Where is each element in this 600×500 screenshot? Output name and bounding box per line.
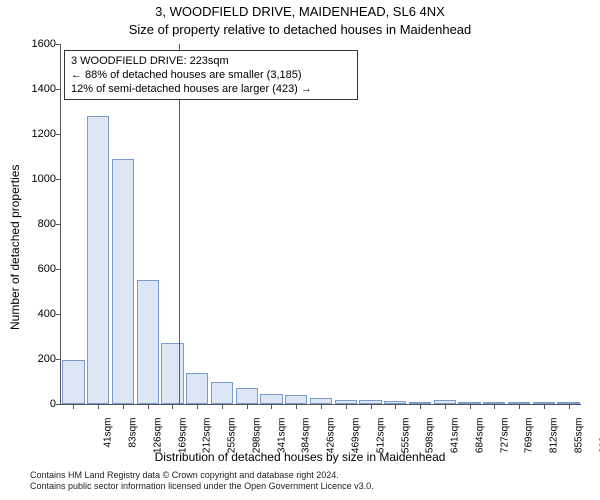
x-tick-label: 727sqm <box>499 418 510 458</box>
x-tick-label: 83sqm <box>128 418 139 458</box>
y-tick-label: 1400 <box>32 83 56 95</box>
footer-line-1: Contains HM Land Registry data © Crown c… <box>30 470 590 481</box>
annotation-box: 3 WOODFIELD DRIVE: 223sqm← 88% of detach… <box>64 50 358 100</box>
y-axis-label: Number of detached properties <box>8 165 22 330</box>
x-tick-label: 212sqm <box>202 418 213 458</box>
histogram-bar <box>161 343 183 404</box>
histogram-bar <box>112 159 134 404</box>
y-tick <box>56 224 61 225</box>
x-tick <box>197 404 198 409</box>
x-tick-label: 41sqm <box>103 418 114 458</box>
annotation-line: ← 88% of detached houses are smaller (3,… <box>71 68 351 82</box>
x-tick <box>494 404 495 409</box>
y-tick <box>56 269 61 270</box>
annotation-line: 3 WOODFIELD DRIVE: 223sqm <box>71 54 351 68</box>
y-tick <box>56 314 61 315</box>
y-tick <box>56 134 61 135</box>
x-tick-label: 384sqm <box>301 418 312 458</box>
y-tick <box>56 44 61 45</box>
y-tick <box>56 179 61 180</box>
x-tick-label: 598sqm <box>425 418 436 458</box>
x-tick <box>148 404 149 409</box>
footer-line-2: Contains public sector information licen… <box>30 481 590 492</box>
x-tick <box>73 404 74 409</box>
x-tick-label: 812sqm <box>549 418 560 458</box>
y-tick-label: 0 <box>50 398 56 410</box>
x-tick <box>271 404 272 409</box>
chart-title-description: Size of property relative to detached ho… <box>0 22 600 37</box>
histogram-bar <box>87 116 109 404</box>
x-tick-label: 512sqm <box>375 418 386 458</box>
x-tick <box>222 404 223 409</box>
x-tick <box>346 404 347 409</box>
y-tick-label: 600 <box>38 263 56 275</box>
y-tick <box>56 89 61 90</box>
x-tick-label: 641sqm <box>450 418 461 458</box>
y-tick-label: 1200 <box>32 128 56 140</box>
x-tick <box>247 404 248 409</box>
histogram-bar <box>62 360 84 404</box>
x-tick <box>569 404 570 409</box>
chart-title-address: 3, WOODFIELD DRIVE, MAIDENHEAD, SL6 4NX <box>0 4 600 19</box>
x-tick-label: 855sqm <box>573 418 584 458</box>
x-tick <box>296 404 297 409</box>
y-tick <box>56 359 61 360</box>
histogram-bar <box>211 382 233 405</box>
x-tick-label: 426sqm <box>326 418 337 458</box>
histogram-bar <box>236 388 258 404</box>
x-tick <box>544 404 545 409</box>
x-tick <box>172 404 173 409</box>
x-tick <box>470 404 471 409</box>
x-tick-label: 298sqm <box>251 418 262 458</box>
histogram-bar <box>186 373 208 405</box>
y-tick-label: 200 <box>38 353 56 365</box>
annotation-line: 12% of semi-detached houses are larger (… <box>71 82 351 96</box>
x-tick <box>371 404 372 409</box>
footer-attribution: Contains HM Land Registry data © Crown c… <box>30 470 590 492</box>
histogram-bar <box>137 280 159 404</box>
x-tick <box>519 404 520 409</box>
x-tick-label: 255sqm <box>227 418 238 458</box>
x-tick-label: 555sqm <box>400 418 411 458</box>
x-tick <box>321 404 322 409</box>
x-tick-label: 341sqm <box>276 418 287 458</box>
y-tick <box>56 404 61 405</box>
histogram-bar <box>260 394 282 404</box>
x-tick-label: 126sqm <box>152 418 163 458</box>
y-tick-label: 800 <box>38 218 56 230</box>
x-tick <box>420 404 421 409</box>
y-tick-label: 1600 <box>32 38 56 50</box>
x-tick-label: 469sqm <box>351 418 362 458</box>
x-tick <box>98 404 99 409</box>
x-tick <box>445 404 446 409</box>
x-tick-label: 169sqm <box>177 418 188 458</box>
y-tick-label: 1000 <box>32 173 56 185</box>
x-tick <box>395 404 396 409</box>
y-tick-label: 400 <box>38 308 56 320</box>
histogram-bar <box>285 395 307 404</box>
x-tick-label: 684sqm <box>474 418 485 458</box>
x-tick <box>123 404 124 409</box>
x-tick-label: 769sqm <box>524 418 535 458</box>
